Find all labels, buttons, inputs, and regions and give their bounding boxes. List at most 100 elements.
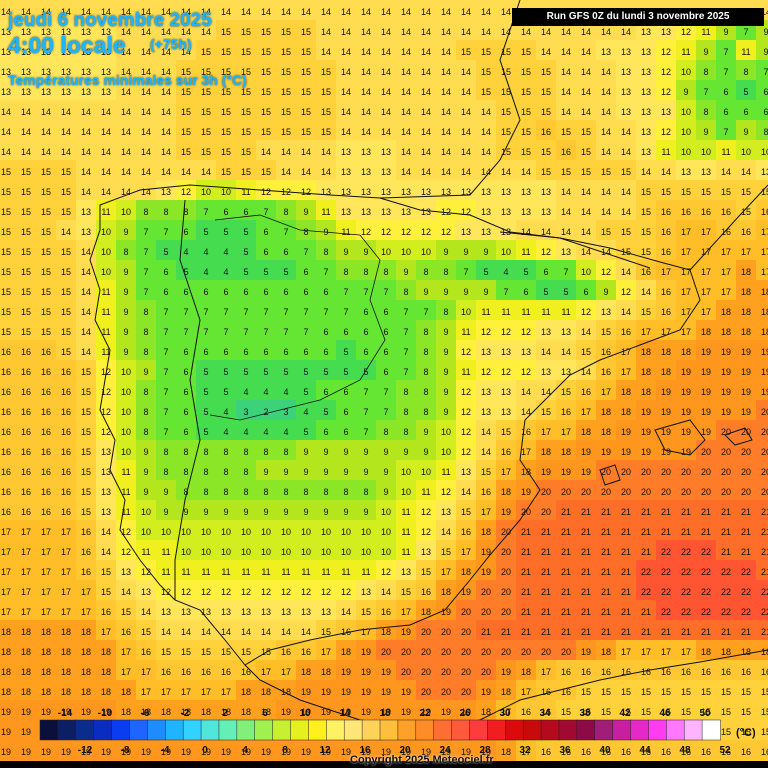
temp-value: 19 xyxy=(761,347,768,357)
temp-value: 7 xyxy=(343,307,348,317)
temp-cell xyxy=(376,380,397,401)
temp-cell xyxy=(636,160,657,181)
temp-value: 14 xyxy=(141,87,151,97)
temp-value: 18 xyxy=(761,327,768,337)
temp-cell xyxy=(696,60,717,81)
temp-value: 17 xyxy=(621,367,631,377)
temp-value: 20 xyxy=(421,647,431,657)
temp-value: 14 xyxy=(161,627,171,637)
temp-cell xyxy=(416,260,437,281)
temp-value: 11 xyxy=(721,147,730,157)
temp-value: 15 xyxy=(221,27,231,37)
temp-value: 12 xyxy=(381,227,391,237)
temp-cell xyxy=(116,160,137,181)
temp-cell xyxy=(16,140,37,161)
temp-value: 18 xyxy=(501,687,511,697)
temp-value: 18 xyxy=(661,367,671,377)
temp-value: 13 xyxy=(361,187,371,197)
temp-cell xyxy=(36,260,57,281)
temp-value: 6 xyxy=(303,267,308,277)
temp-value: 13 xyxy=(441,507,451,517)
temp-value: 8 xyxy=(323,487,328,497)
temp-value: 14 xyxy=(741,167,751,177)
temp-cell xyxy=(736,120,757,141)
temp-value: 15 xyxy=(181,87,191,97)
temp-cell xyxy=(536,340,557,361)
temp-value: 13 xyxy=(601,307,611,317)
temp-value: 12 xyxy=(181,587,191,597)
temp-value: 15 xyxy=(81,507,91,517)
temp-cell xyxy=(736,280,757,301)
temp-cell xyxy=(16,280,37,301)
temp-cell xyxy=(756,380,768,401)
temp-cell xyxy=(216,140,237,161)
temp-cell xyxy=(676,300,697,321)
temp-value: 5 xyxy=(203,387,208,397)
temp-cell xyxy=(696,40,717,61)
temp-cell xyxy=(336,120,357,141)
temp-cell xyxy=(536,460,557,481)
temp-value: 11 xyxy=(401,547,410,557)
temp-cell xyxy=(36,80,57,101)
temp-cell xyxy=(736,320,757,341)
temp-value: 14 xyxy=(661,167,671,177)
temp-value: 10 xyxy=(141,507,151,517)
temp-value: 15 xyxy=(621,687,631,697)
temp-value: 15 xyxy=(701,187,711,197)
temp-value: 15 xyxy=(201,87,211,97)
temp-cell xyxy=(616,60,637,81)
temp-cell xyxy=(536,140,557,161)
temp-cell xyxy=(276,460,297,481)
temp-value: 14 xyxy=(561,67,571,77)
temp-value: 19 xyxy=(481,567,491,577)
temp-value: 15 xyxy=(741,187,751,197)
temp-cell xyxy=(96,420,117,441)
temp-value: 18 xyxy=(61,687,71,697)
temp-cell xyxy=(336,320,357,341)
temp-value: 9 xyxy=(443,287,448,297)
temp-cell xyxy=(736,360,757,381)
temp-value: 18 xyxy=(761,307,768,317)
temp-value: 21 xyxy=(541,607,551,617)
run-info: Run GFS 0Z du lundi 3 novembre 2025 xyxy=(512,8,764,26)
temp-cell xyxy=(716,360,737,381)
temp-value: 22 xyxy=(761,587,768,597)
temp-value: 19 xyxy=(681,407,691,417)
temp-value: 15 xyxy=(221,127,231,137)
temp-cell xyxy=(56,300,77,321)
temp-value: 15 xyxy=(221,647,231,657)
temp-value: 18 xyxy=(121,687,131,697)
temp-value: 17 xyxy=(61,587,71,597)
temp-cell xyxy=(96,160,117,181)
temp-cell xyxy=(396,300,417,321)
temp-cell xyxy=(196,120,217,141)
temp-value: 19 xyxy=(21,747,31,757)
temp-value: 22 xyxy=(721,587,731,597)
temp-value: 20 xyxy=(481,607,491,617)
temp-cell xyxy=(576,360,597,381)
temp-value: 14 xyxy=(281,167,291,177)
temp-cell xyxy=(596,200,617,221)
temp-value: 15 xyxy=(41,207,51,217)
temp-cell xyxy=(416,60,437,81)
temp-value: 22 xyxy=(641,567,651,577)
temp-cell xyxy=(76,180,97,201)
temp-value: 16 xyxy=(701,747,711,757)
temp-value: 10 xyxy=(301,547,311,557)
temp-cell xyxy=(156,20,177,41)
temp-value: 14 xyxy=(481,147,491,157)
temp-value: 6 xyxy=(343,407,348,417)
temp-cell xyxy=(636,80,657,101)
temp-value: 16 xyxy=(681,207,691,217)
temp-value: 9 xyxy=(143,467,148,477)
temp-value: 14 xyxy=(421,127,431,137)
temp-value: 9 xyxy=(603,287,608,297)
temp-cell xyxy=(216,40,237,61)
temp-cell xyxy=(436,300,457,321)
temp-cell xyxy=(696,140,717,161)
temp-value: 22 xyxy=(701,587,711,597)
temp-value: 15 xyxy=(481,67,491,77)
temp-value: 19 xyxy=(641,427,651,437)
temp-value: 15 xyxy=(361,607,371,617)
temp-cell xyxy=(0,380,17,401)
